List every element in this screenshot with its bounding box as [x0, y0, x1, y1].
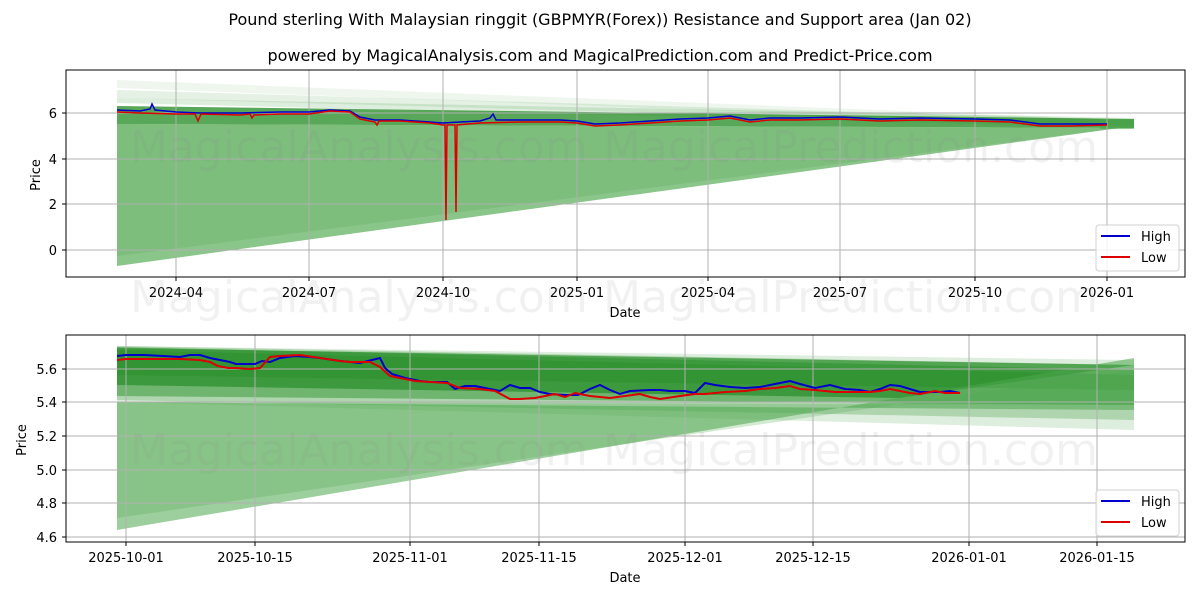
y-tick-label: 5.6: [36, 363, 57, 378]
x-tick-label: 2026-01-01: [931, 551, 1007, 566]
top-legend: High Low: [1095, 224, 1180, 272]
top-axes-frame: [65, 69, 1186, 278]
y-tick-label: 6: [49, 107, 57, 122]
legend-high-label: High: [1141, 230, 1171, 245]
top-x-ticks: 2024-04 2024-07 2024-10 2025-01 2025-04 …: [149, 277, 1134, 301]
x-tick-label: 2025-12-15: [775, 551, 851, 566]
watermark: MagicalPrediction.com: [603, 122, 1098, 173]
legend-high-label: High: [1141, 495, 1171, 510]
top-high-line: [116, 102, 1107, 125]
top-y-ticks: 0 2 4 6: [49, 107, 66, 259]
chart-subtitle: powered by MagicalAnalysis.com and Magic…: [267, 46, 933, 65]
x-axis-label: Date: [609, 571, 640, 586]
bottom-axes-frame: [65, 334, 1186, 543]
watermark: MagicalAnalysis.com: [130, 272, 588, 323]
y-tick-label: 0: [49, 244, 57, 259]
x-tick-label: 2026-01-15: [1059, 551, 1135, 566]
x-tick-label: 2024-07: [282, 286, 336, 301]
x-tick-label: 2024-10: [416, 286, 470, 301]
chart-title: Pound sterling With Malaysian ringgit (G…: [228, 10, 972, 29]
legend-low-label: Low: [1141, 251, 1167, 266]
bottom-high-line: [116, 354, 961, 396]
y-tick-label: 5.4: [36, 396, 57, 411]
top-chart: MagicalAnalysis.com MagicalPrediction.co…: [29, 69, 1186, 321]
watermark: MagicalAnalysis.com: [130, 425, 588, 476]
bottom-legend: High Low: [1095, 489, 1180, 537]
x-axis-label: Date: [609, 306, 640, 321]
x-tick-label: 2024-04: [149, 286, 203, 301]
x-tick-label: 2025-07: [813, 286, 867, 301]
watermark: MagicalPrediction.com: [603, 272, 1098, 323]
y-tick-label: 2: [49, 198, 57, 213]
x-tick-label: 2025-11-15: [501, 551, 577, 566]
x-tick-label: 2025-10-01: [88, 551, 164, 566]
bottom-chart: MagicalAnalysis.com MagicalPrediction.co…: [15, 272, 1186, 586]
y-axis-label: Price: [15, 424, 30, 456]
y-axis-label: Price: [29, 159, 44, 191]
x-tick-label: 2025-12-01: [647, 551, 723, 566]
bottom-grid: [66, 335, 1185, 542]
x-tick-label: 2025-11-01: [372, 551, 448, 566]
x-tick-label: 2025-01: [550, 286, 604, 301]
y-tick-label: 4: [49, 153, 57, 168]
x-tick-label: 2025-04: [681, 286, 735, 301]
watermark: MagicalPrediction.com: [603, 425, 1098, 476]
y-tick-label: 4.8: [36, 497, 57, 512]
x-tick-label: 2025-10-15: [217, 551, 293, 566]
bottom-y-ticks: 4.6 4.8 5.0 5.2 5.4 5.6: [36, 363, 66, 546]
bottom-low-line: [116, 353, 960, 401]
watermark: MagicalAnalysis.com: [130, 122, 588, 173]
top-low-line: [116, 110, 1108, 221]
y-tick-label: 4.6: [36, 531, 57, 546]
legend-low-label: Low: [1141, 516, 1167, 531]
y-tick-label: 5.2: [36, 430, 57, 445]
top-support-resistance-bands: [117, 80, 1134, 266]
x-tick-label: 2025-10: [948, 286, 1002, 301]
y-tick-label: 5.0: [36, 464, 57, 479]
bottom-x-ticks: 2025-10-01 2025-10-15 2025-11-01 2025-11…: [88, 542, 1135, 566]
x-tick-label: 2026-01: [1080, 286, 1134, 301]
